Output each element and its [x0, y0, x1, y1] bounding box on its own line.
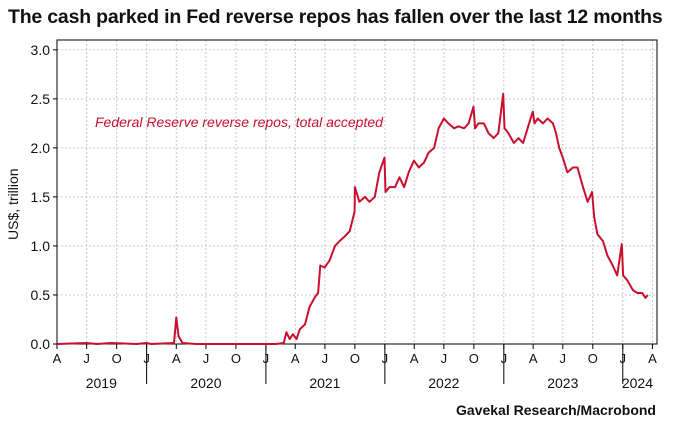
series-line	[56, 92, 649, 345]
year-label: 2022	[428, 375, 459, 391]
x-tick-label: O	[112, 351, 122, 366]
x-tick-label: J	[143, 351, 150, 366]
y-tick-label: 2.0	[31, 140, 51, 156]
x-tick-label: O	[469, 351, 479, 366]
x-tick-label: A	[648, 351, 657, 366]
x-tick-label: J	[83, 351, 90, 366]
x-tick-label: J	[322, 351, 329, 366]
x-tick-label: A	[291, 351, 300, 366]
y-tick-label: 1.0	[31, 238, 51, 254]
x-tick-label: J	[560, 351, 567, 366]
x-tick-label: A	[410, 351, 419, 366]
x-tick-label: A	[172, 351, 181, 366]
x-tick-label: A	[529, 351, 538, 366]
chart-title: The cash parked in Fed reverse repos has…	[8, 6, 663, 28]
year-label: 2020	[190, 375, 221, 391]
x-tick-label: J	[501, 351, 508, 366]
series-group	[56, 92, 649, 345]
year-label: 2019	[86, 375, 117, 391]
year-labels: 2019 2020 2021 2022 2023 2024	[86, 375, 653, 391]
x-tick-label: J	[263, 351, 270, 366]
x-tick-label: J	[382, 351, 389, 366]
y-tick-label: 1.5	[31, 189, 51, 205]
y-axis-title: US$, trillion	[5, 168, 21, 240]
legend-label: Federal Reserve reverse repos, total acc…	[95, 114, 384, 130]
year-label: 2023	[547, 375, 578, 391]
y-tick-label: 0.5	[31, 287, 51, 303]
x-tick-label: O	[231, 351, 241, 366]
x-tick-label: J	[620, 351, 627, 366]
y-axis-ticks: 0.0 0.5 1.0 1.5 2.0 2.5 3.0	[31, 42, 57, 352]
x-tick-label: O	[350, 351, 360, 366]
y-tick-label: 0.0	[31, 336, 51, 352]
year-label: 2021	[309, 375, 340, 391]
year-label: 2024	[622, 375, 653, 391]
source-note: Gavekal Research/Macrobond	[456, 402, 656, 418]
x-tick-label: J	[203, 351, 210, 366]
y-tick-label: 3.0	[31, 42, 51, 58]
x-tick-label: O	[588, 351, 598, 366]
plot-frame	[56, 39, 658, 345]
x-tick-label: J	[441, 351, 448, 366]
x-tick-label: A	[53, 351, 62, 366]
y-tick-label: 2.5	[31, 91, 51, 107]
